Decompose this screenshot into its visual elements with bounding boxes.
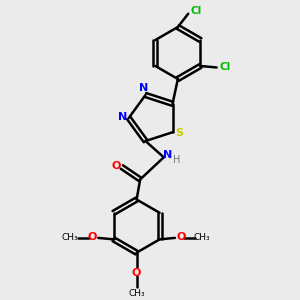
Text: O: O [132,268,141,278]
Text: O: O [176,232,186,242]
Text: CH₃: CH₃ [194,233,211,242]
Text: CH₃: CH₃ [128,289,145,298]
Text: N: N [118,112,127,122]
Text: S: S [175,128,183,138]
Text: N: N [140,83,148,94]
Text: O: O [88,232,97,242]
Text: Cl: Cl [219,62,230,73]
Text: Cl: Cl [191,6,202,16]
Text: H: H [173,155,181,165]
Text: O: O [111,160,121,171]
Text: N: N [163,150,172,160]
Text: CH₃: CH₃ [62,233,79,242]
